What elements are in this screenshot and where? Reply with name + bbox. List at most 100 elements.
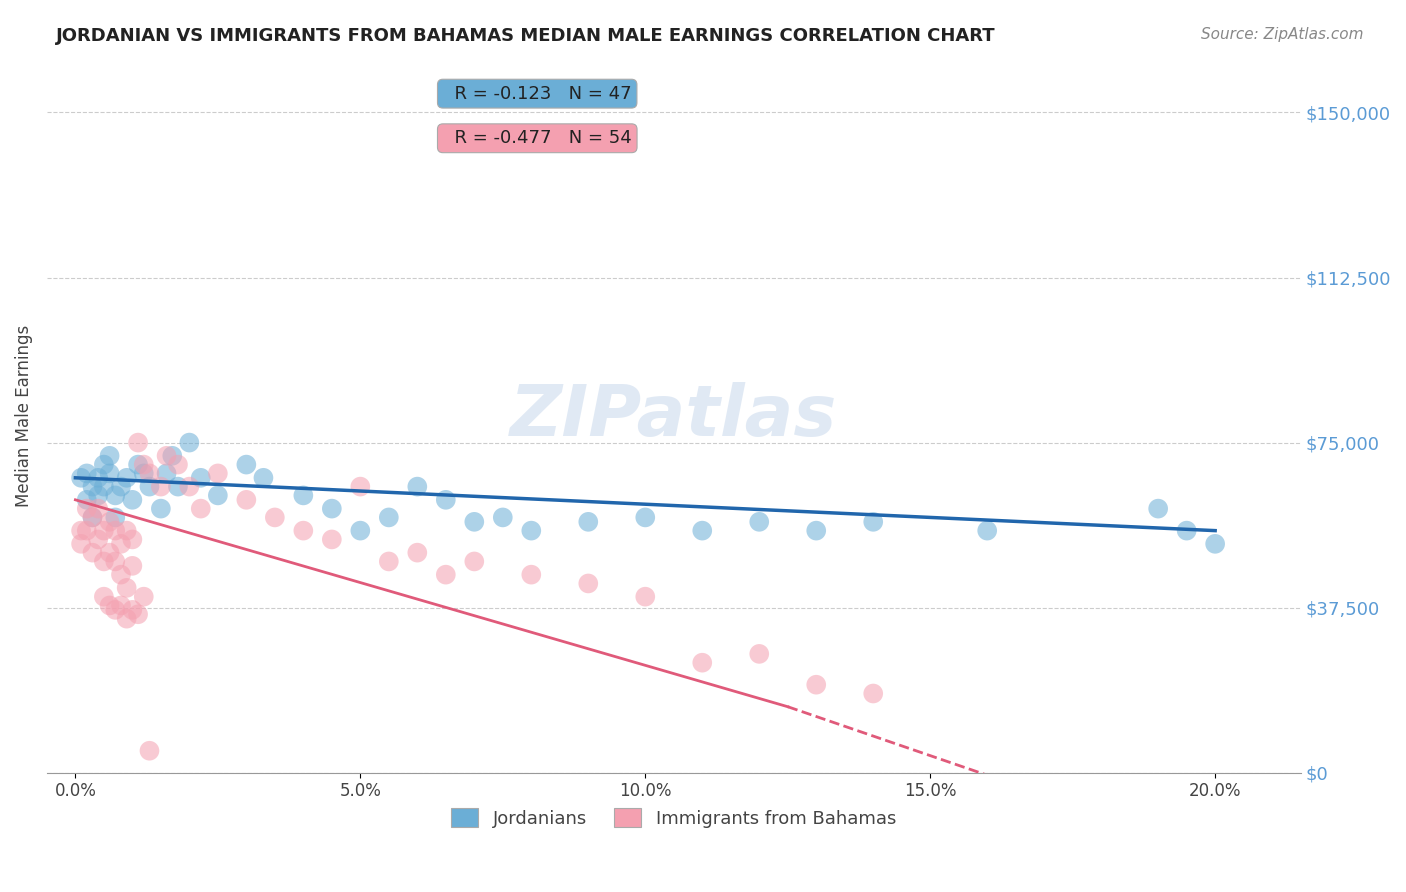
Jordanians [806,524,828,538]
Immigrants from Bahamas [138,467,160,481]
Jordanians [1147,501,1170,516]
Immigrants from Bahamas [70,524,93,538]
Jordanians [93,480,115,494]
Immigrants from Bahamas [349,480,371,494]
Jordanians [149,501,172,516]
Jordanians [179,435,201,450]
Jordanians [82,510,104,524]
Immigrants from Bahamas [520,567,543,582]
Immigrants from Bahamas [82,546,104,560]
Immigrants from Bahamas [378,554,401,568]
Immigrants from Bahamas [321,533,343,547]
Jordanians [463,515,485,529]
Jordanians [121,492,143,507]
Jordanians [82,480,104,494]
Immigrants from Bahamas [70,537,93,551]
Jordanians [155,467,177,481]
Text: Source: ZipAtlas.com: Source: ZipAtlas.com [1201,27,1364,42]
Immigrants from Bahamas [167,458,190,472]
Immigrants from Bahamas [98,546,121,560]
Text: R = -0.477   N = 54: R = -0.477 N = 54 [443,129,631,147]
Jordanians [378,510,401,524]
Immigrants from Bahamas [93,554,115,568]
Immigrants from Bahamas [138,744,160,758]
Immigrants from Bahamas [76,524,98,538]
Immigrants from Bahamas [292,524,315,538]
Jordanians [115,471,138,485]
Jordanians [162,449,184,463]
Immigrants from Bahamas [121,558,143,573]
Immigrants from Bahamas [806,678,828,692]
Jordanians [406,480,429,494]
Jordanians [104,488,127,502]
Immigrants from Bahamas [104,524,127,538]
Jordanians [207,488,229,502]
Jordanians [167,480,190,494]
Immigrants from Bahamas [748,647,770,661]
Immigrants from Bahamas [82,510,104,524]
Legend: Jordanians, Immigrants from Bahamas: Jordanians, Immigrants from Bahamas [444,801,904,835]
Immigrants from Bahamas [87,533,110,547]
Immigrants from Bahamas [121,603,143,617]
Immigrants from Bahamas [263,510,285,524]
Immigrants from Bahamas [87,501,110,516]
Immigrants from Bahamas [406,546,429,560]
Jordanians [127,458,149,472]
Jordanians [976,524,998,538]
Jordanians [292,488,315,502]
Text: JORDANIAN VS IMMIGRANTS FROM BAHAMAS MEDIAN MALE EARNINGS CORRELATION CHART: JORDANIAN VS IMMIGRANTS FROM BAHAMAS MED… [56,27,995,45]
Jordanians [87,471,110,485]
Immigrants from Bahamas [634,590,657,604]
Jordanians [434,492,457,507]
Jordanians [98,467,121,481]
Text: R = -0.123   N = 47: R = -0.123 N = 47 [443,85,631,103]
Jordanians [690,524,713,538]
Jordanians [76,467,98,481]
Jordanians [138,480,160,494]
Immigrants from Bahamas [132,590,155,604]
Immigrants from Bahamas [98,515,121,529]
Immigrants from Bahamas [104,603,127,617]
Immigrants from Bahamas [127,435,149,450]
Jordanians [321,501,343,516]
Immigrants from Bahamas [132,458,155,472]
Immigrants from Bahamas [155,449,177,463]
Immigrants from Bahamas [862,686,884,700]
Jordanians [520,524,543,538]
Immigrants from Bahamas [235,492,257,507]
Jordanians [76,492,98,507]
Immigrants from Bahamas [110,567,132,582]
Immigrants from Bahamas [76,501,98,516]
Jordanians [235,458,257,472]
Immigrants from Bahamas [121,533,143,547]
Jordanians [190,471,212,485]
Jordanians [576,515,599,529]
Immigrants from Bahamas [463,554,485,568]
Jordanians [70,471,93,485]
Jordanians [1175,524,1198,538]
Immigrants from Bahamas [104,554,127,568]
Jordanians [349,524,371,538]
Immigrants from Bahamas [207,467,229,481]
Jordanians [98,449,121,463]
Jordanians [634,510,657,524]
Immigrants from Bahamas [115,612,138,626]
Immigrants from Bahamas [98,599,121,613]
Jordanians [93,458,115,472]
Y-axis label: Median Male Earnings: Median Male Earnings [15,325,32,508]
Immigrants from Bahamas [115,581,138,595]
Immigrants from Bahamas [190,501,212,516]
Immigrants from Bahamas [576,576,599,591]
Jordanians [110,480,132,494]
Jordanians [862,515,884,529]
Immigrants from Bahamas [110,599,132,613]
Jordanians [1204,537,1226,551]
Immigrants from Bahamas [690,656,713,670]
Jordanians [104,510,127,524]
Immigrants from Bahamas [179,480,201,494]
Jordanians [748,515,770,529]
Jordanians [87,488,110,502]
Jordanians [132,467,155,481]
Immigrants from Bahamas [149,480,172,494]
Immigrants from Bahamas [127,607,149,622]
